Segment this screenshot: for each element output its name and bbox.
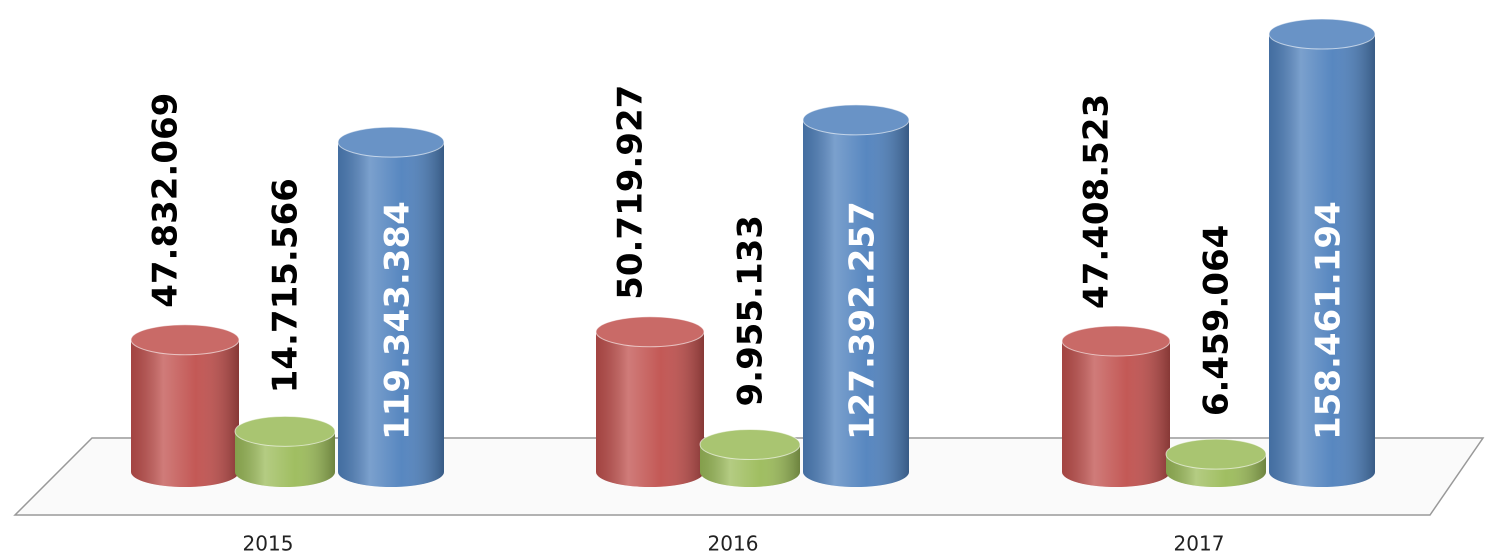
value-label: 127.392.257 [843,201,883,440]
value-label: 158.461.194 [1309,201,1349,440]
cylinder-top [802,104,910,136]
cylinder-top [234,415,336,447]
cylinder-shade [338,142,444,488]
cylinder-shade [1269,34,1375,487]
value-label: 14.715.566 [266,178,306,393]
cylinder-top-light [338,127,444,158]
cylinder-top-light [1269,19,1375,49]
cylinder-top [1061,325,1171,357]
value-label: 119.343.384 [378,201,418,440]
cylinder-top [337,126,445,158]
cylinder-top-light [803,104,909,135]
value-label: 47.832.069 [146,93,186,308]
cylinder [802,104,910,488]
cylinder-top [130,324,240,356]
cylinder-top-light [1062,325,1170,356]
x-tick-label: 2015 [243,532,294,555]
cylinder-shade [803,119,909,488]
x-tick-label: 2017 [1174,532,1225,555]
cylinder [595,316,705,487]
cylinder-shade [131,339,239,487]
cylinder [1268,18,1376,487]
cylinder-top [1268,18,1376,50]
value-label: 9.955.133 [731,215,771,406]
cylinder [337,126,445,488]
value-label: 6.459.064 [1197,225,1237,416]
cylinder-top-light [700,429,800,460]
value-label: 50.719.927 [611,85,651,300]
cylinder-top-light [131,324,239,355]
cylinder-top-light [1166,439,1266,470]
cylinder [1061,325,1171,487]
cylinder-shade [235,431,335,487]
value-label: 47.408.523 [1077,94,1117,309]
cylinder-top [595,316,705,348]
cylinder-top-light [235,416,335,447]
cylinder-top [1165,438,1267,470]
cylinder [699,428,801,487]
cylinder [130,324,240,487]
cylinder-shade [1062,340,1170,487]
cylinder-shade [596,331,704,487]
cylinder [234,415,336,487]
cylinder [1165,438,1267,487]
cylinder-top-light [596,316,704,347]
cylinder-top [699,428,801,460]
x-tick-label: 2016 [708,532,759,555]
